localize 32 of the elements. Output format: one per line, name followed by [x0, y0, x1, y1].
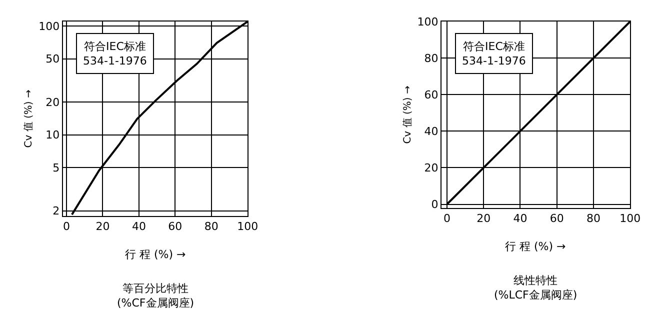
y-tick-label: 60 — [424, 88, 438, 102]
x-axis-title: 行 程 (%) → — [505, 240, 566, 253]
y-tick-label: 40 — [424, 125, 438, 138]
y-tick-label: 0 — [431, 198, 438, 212]
y-tick-label: 100 — [417, 15, 438, 28]
x-axis-title: 行 程 (%) → — [125, 248, 186, 261]
y-tick-label: 20 — [46, 96, 60, 109]
x-tick-label: 40 — [132, 220, 146, 234]
annotation: 符合IEC标准 534-1-1976 — [462, 40, 526, 68]
x-tick-label: 0 — [63, 220, 70, 234]
text: 线性特性 (%LCF金属阀座) — [494, 274, 578, 302]
y-axis-title: Cv 值 (%) → — [402, 86, 414, 144]
x-tick-label: 0 — [443, 212, 450, 226]
x-tick-label: 100 — [237, 220, 258, 234]
y-tick-label: 80 — [424, 52, 438, 65]
text: 等百分比特性 (%CF金属阀座) — [117, 282, 194, 310]
y-axis-title: Cv 值 (%) → — [24, 90, 35, 148]
x-tick-label: 20 — [96, 220, 110, 234]
y-tick-label: 100 — [38, 20, 60, 33]
x-tick-label: 60 — [550, 212, 564, 226]
x-tick-label: 60 — [168, 220, 182, 234]
y-tick-label: 5 — [52, 161, 60, 174]
annotation: 符合IEC标准 534-1-1976 — [83, 40, 147, 68]
x-tick-label: 20 — [476, 212, 491, 226]
x-tick-label: 40 — [513, 212, 528, 226]
x-tick-label: 80 — [204, 220, 218, 234]
y-tick-label: 20 — [424, 162, 438, 175]
x-tick-label: 100 — [620, 212, 641, 226]
x-tick-label: 80 — [586, 212, 600, 226]
y-tick-label: 2 — [52, 204, 60, 218]
y-tick-label: 10 — [46, 128, 60, 142]
y-tick-label: 50 — [46, 52, 60, 66]
